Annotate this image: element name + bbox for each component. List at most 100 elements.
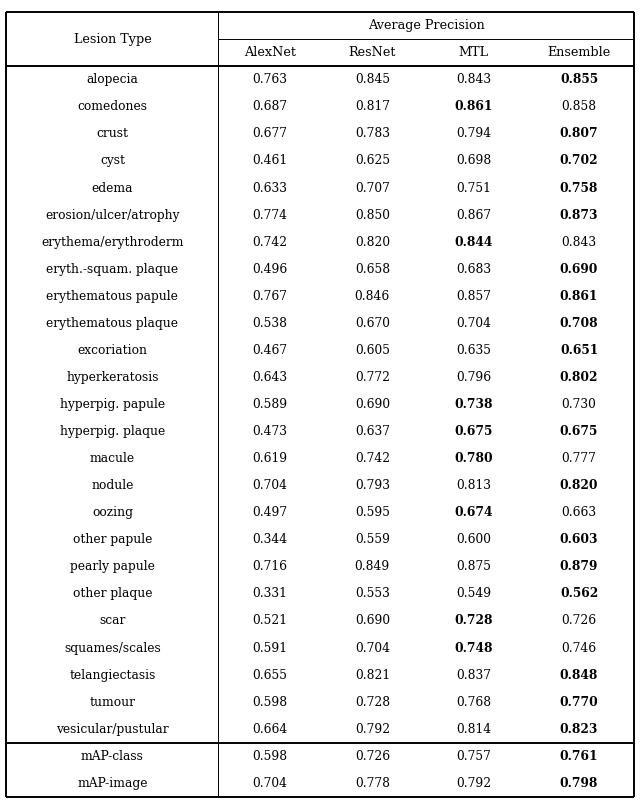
Text: 0.742: 0.742 [253, 235, 288, 248]
Text: 0.651: 0.651 [560, 344, 598, 357]
Text: 0.704: 0.704 [253, 479, 287, 492]
Text: 0.813: 0.813 [456, 479, 491, 492]
Text: 0.794: 0.794 [456, 127, 492, 141]
Text: 0.635: 0.635 [456, 344, 491, 357]
Text: 0.820: 0.820 [560, 479, 598, 492]
Text: hyperpig. plaque: hyperpig. plaque [60, 425, 165, 438]
Text: 0.855: 0.855 [560, 74, 598, 87]
Text: Ensemble: Ensemble [547, 46, 611, 59]
Text: 0.758: 0.758 [560, 181, 598, 194]
Text: erythematous papule: erythematous papule [47, 290, 179, 303]
Text: 0.792: 0.792 [355, 722, 390, 735]
Text: hyperpig. papule: hyperpig. papule [60, 398, 165, 411]
Text: 0.845: 0.845 [355, 74, 390, 87]
Text: 0.633: 0.633 [253, 181, 287, 194]
Text: oozing: oozing [92, 506, 133, 519]
Text: 0.730: 0.730 [561, 398, 596, 411]
Text: 0.600: 0.600 [456, 533, 491, 546]
Text: hyperkeratosis: hyperkeratosis [66, 371, 159, 384]
Text: 0.658: 0.658 [355, 263, 390, 276]
Text: 0.757: 0.757 [456, 750, 491, 763]
Text: excoriation: excoriation [77, 344, 147, 357]
Text: 0.817: 0.817 [355, 100, 390, 113]
Text: 0.849: 0.849 [355, 561, 390, 574]
Text: pearly papule: pearly papule [70, 561, 155, 574]
Text: 0.687: 0.687 [253, 100, 288, 113]
Text: 0.461: 0.461 [253, 155, 288, 167]
Text: 0.726: 0.726 [561, 615, 596, 628]
Text: 0.728: 0.728 [454, 615, 493, 628]
Text: 0.467: 0.467 [253, 344, 288, 357]
Text: 0.331: 0.331 [253, 587, 287, 600]
Text: 0.664: 0.664 [253, 722, 288, 735]
Text: 0.861: 0.861 [454, 100, 493, 113]
Text: ResNet: ResNet [349, 46, 396, 59]
Text: 0.778: 0.778 [355, 777, 390, 790]
Text: other papule: other papule [73, 533, 152, 546]
Text: 0.772: 0.772 [355, 371, 390, 384]
Text: 0.858: 0.858 [561, 100, 596, 113]
Text: 0.767: 0.767 [253, 290, 287, 303]
Text: 0.780: 0.780 [454, 452, 493, 465]
Text: 0.821: 0.821 [355, 668, 390, 682]
Text: 0.690: 0.690 [355, 398, 390, 411]
Text: 0.802: 0.802 [560, 371, 598, 384]
Text: 0.742: 0.742 [355, 452, 390, 465]
Text: 0.770: 0.770 [559, 696, 598, 709]
Text: 0.738: 0.738 [454, 398, 493, 411]
Text: erythema/erythroderm: erythema/erythroderm [41, 235, 184, 248]
Text: 0.796: 0.796 [456, 371, 492, 384]
Text: 0.792: 0.792 [456, 777, 492, 790]
Text: squames/scales: squames/scales [64, 642, 161, 654]
Text: 0.702: 0.702 [560, 155, 598, 167]
Text: Lesion Type: Lesion Type [74, 32, 151, 45]
Text: 0.655: 0.655 [253, 668, 287, 682]
Text: 0.704: 0.704 [456, 317, 491, 330]
Text: 0.708: 0.708 [560, 317, 598, 330]
Text: 0.761: 0.761 [560, 750, 598, 763]
Text: 0.707: 0.707 [355, 181, 390, 194]
Text: mAP-class: mAP-class [81, 750, 144, 763]
Text: 0.559: 0.559 [355, 533, 390, 546]
Text: 0.598: 0.598 [253, 696, 288, 709]
Text: 0.716: 0.716 [253, 561, 287, 574]
Text: 0.875: 0.875 [456, 561, 491, 574]
Text: AlexNet: AlexNet [244, 46, 296, 59]
Text: edema: edema [92, 181, 133, 194]
Text: 0.521: 0.521 [253, 615, 287, 628]
Text: 0.690: 0.690 [560, 263, 598, 276]
Text: 0.748: 0.748 [454, 642, 493, 654]
Text: 0.677: 0.677 [253, 127, 287, 141]
Text: 0.553: 0.553 [355, 587, 390, 600]
Text: 0.670: 0.670 [355, 317, 390, 330]
Text: 0.774: 0.774 [253, 209, 287, 222]
Text: 0.873: 0.873 [560, 209, 598, 222]
Text: 0.538: 0.538 [253, 317, 287, 330]
Text: erosion/ulcer/atrophy: erosion/ulcer/atrophy [45, 209, 180, 222]
Text: 0.746: 0.746 [561, 642, 596, 654]
Text: 0.793: 0.793 [355, 479, 390, 492]
Text: 0.603: 0.603 [560, 533, 598, 546]
Text: 0.675: 0.675 [560, 425, 598, 438]
Text: 0.843: 0.843 [561, 235, 596, 248]
Text: 0.595: 0.595 [355, 506, 390, 519]
Text: telangiectasis: telangiectasis [69, 668, 156, 682]
Text: 0.496: 0.496 [253, 263, 288, 276]
Text: tumour: tumour [90, 696, 136, 709]
Text: 0.704: 0.704 [253, 777, 287, 790]
Text: 0.768: 0.768 [456, 696, 492, 709]
Text: cyst: cyst [100, 155, 125, 167]
Text: 0.751: 0.751 [456, 181, 491, 194]
Text: vesicular/pustular: vesicular/pustular [56, 722, 169, 735]
Text: 0.598: 0.598 [253, 750, 288, 763]
Text: 0.625: 0.625 [355, 155, 390, 167]
Text: 0.473: 0.473 [253, 425, 287, 438]
Text: 0.777: 0.777 [561, 452, 596, 465]
Text: 0.637: 0.637 [355, 425, 390, 438]
Text: 0.867: 0.867 [456, 209, 492, 222]
Text: 0.605: 0.605 [355, 344, 390, 357]
Text: 0.728: 0.728 [355, 696, 390, 709]
Text: 0.675: 0.675 [454, 425, 493, 438]
Text: eryth.-squam. plaque: eryth.-squam. plaque [46, 263, 179, 276]
Text: macule: macule [90, 452, 135, 465]
